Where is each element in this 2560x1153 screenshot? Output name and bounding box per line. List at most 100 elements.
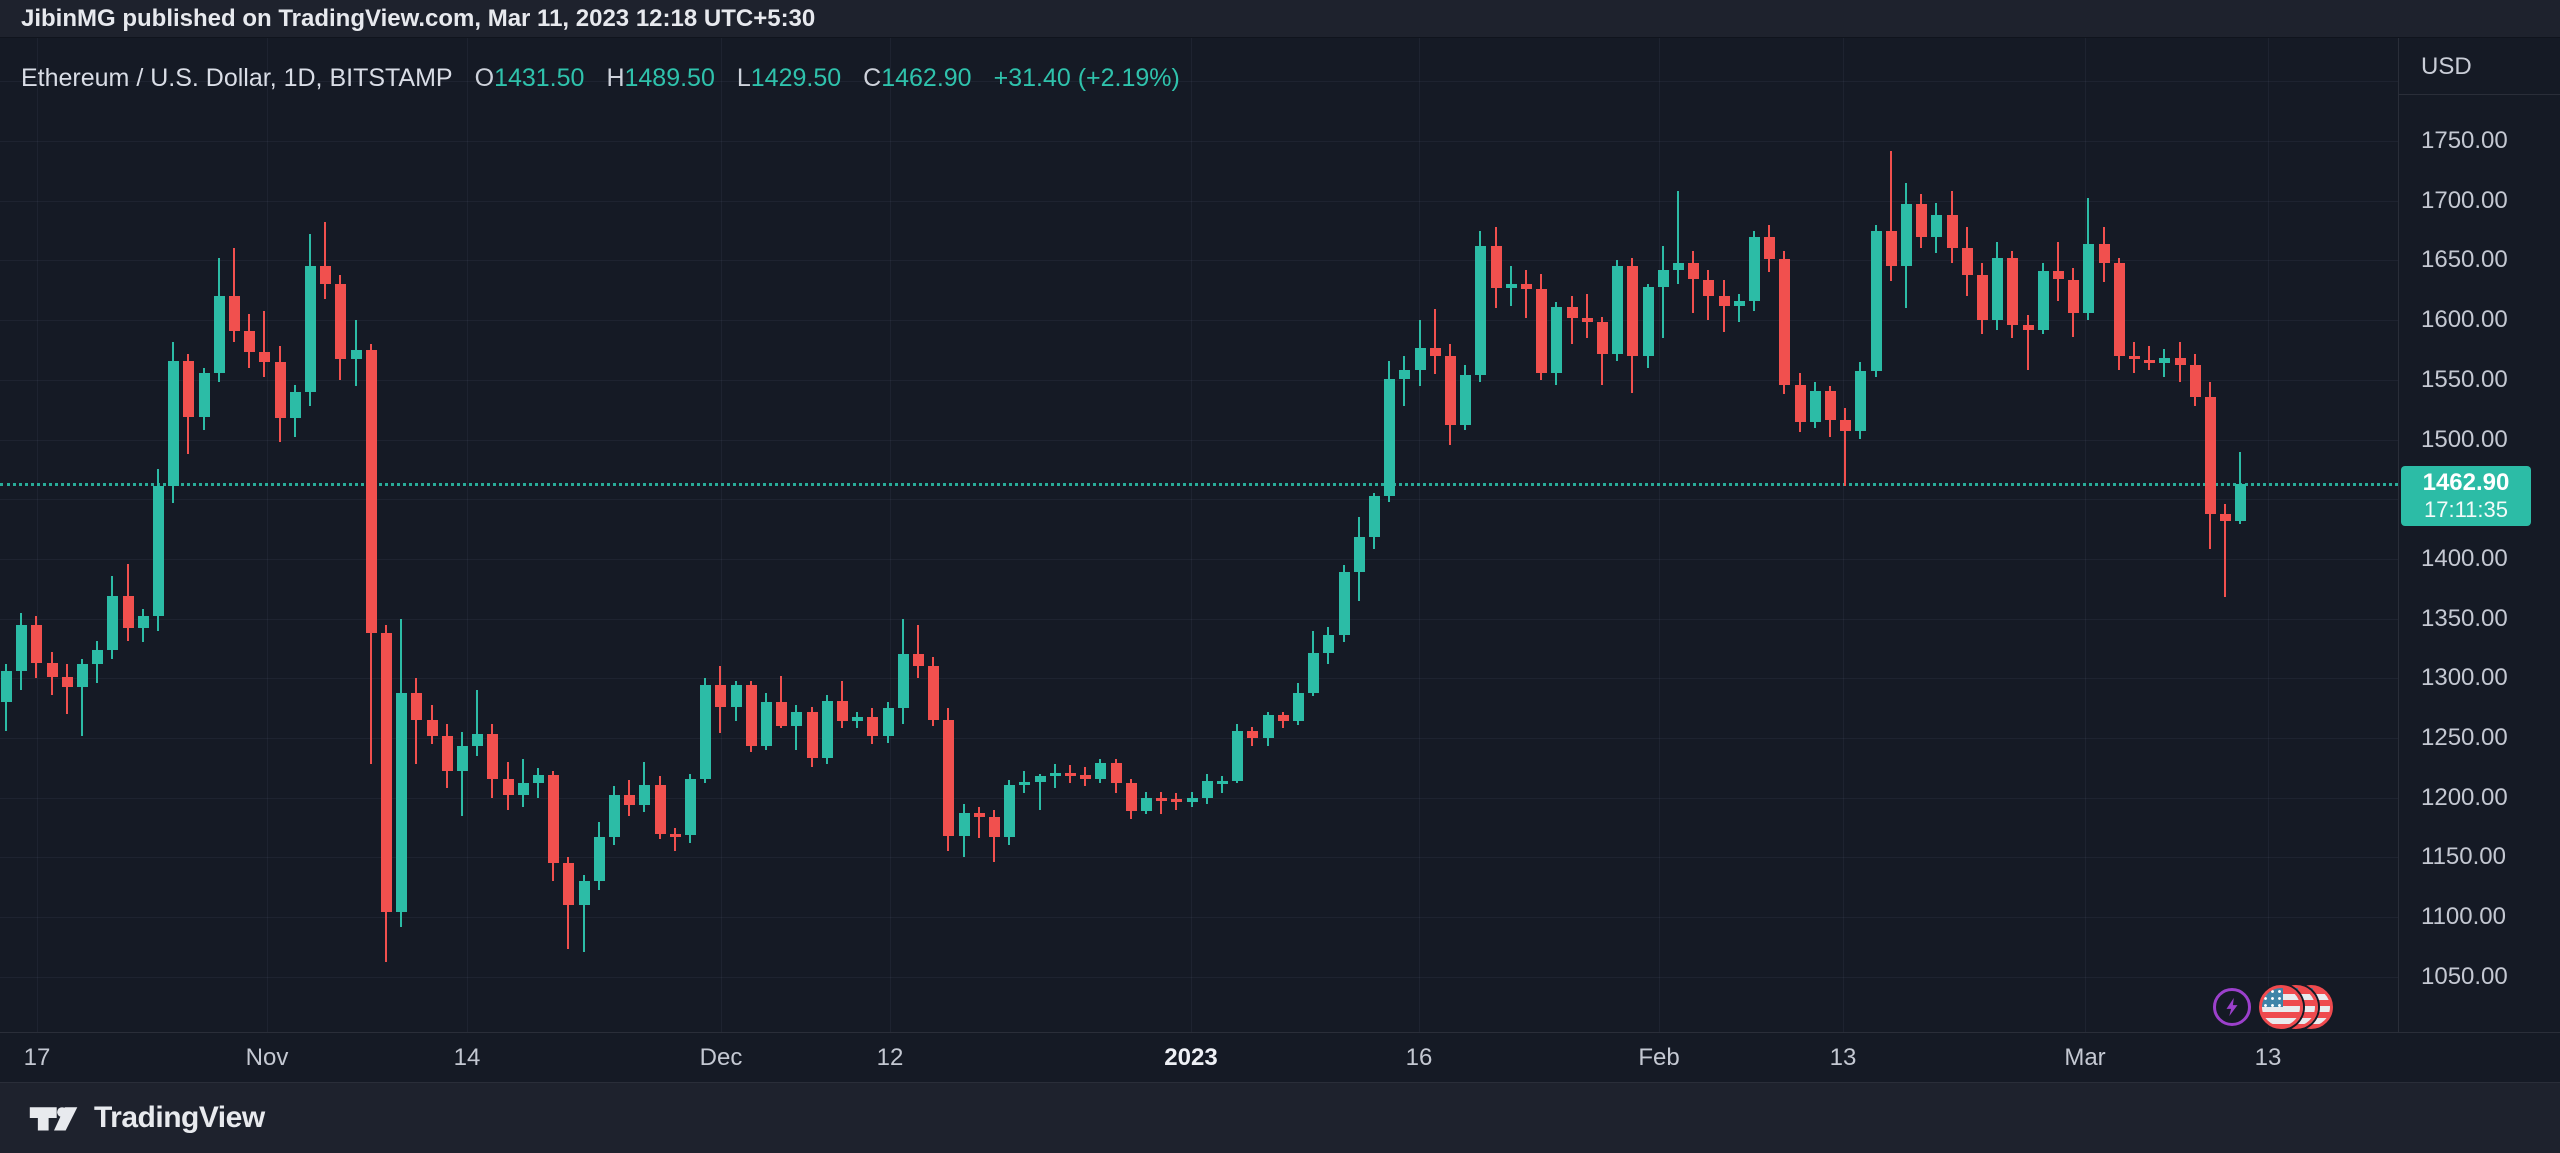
time-axis[interactable]: 17 Nov 14 Dec 12 2023 16 Feb 13 Mar 13: [0, 1032, 2560, 1082]
candle-body: [1490, 246, 1502, 288]
candle-body: [1536, 289, 1548, 373]
candle-body: [715, 685, 727, 707]
v-gridline: [721, 38, 722, 1032]
candle-wick: [2163, 348, 2166, 378]
price-axis-label[interactable]: 1550.00: [2421, 365, 2508, 393]
candle-body: [1445, 355, 1456, 426]
time-tick-label[interactable]: 14: [453, 1044, 481, 1071]
candle-wick: [795, 704, 798, 750]
symbol-legend[interactable]: Ethereum / U.S. Dollar, 1D, BITSTAMP O 14…: [21, 64, 1180, 93]
candle-body: [1171, 798, 1183, 803]
candle-body: [1095, 763, 1107, 779]
plot-area[interactable]: Ethereum / U.S. Dollar, 1D, BITSTAMP O 14…: [0, 38, 2398, 1032]
h-gridline: [0, 618, 2398, 620]
ohlc-item: C 1462.90: [863, 64, 971, 93]
v-gridline: [1843, 38, 1844, 1032]
candle-body: [1186, 797, 1198, 803]
candle-body: [1232, 730, 1244, 781]
h-gridline: [0, 558, 2398, 560]
h-gridline: [0, 379, 2398, 381]
candle-body: [958, 813, 970, 836]
time-tick-label[interactable]: 13: [1829, 1044, 1857, 1071]
time-tick-label[interactable]: Nov: [245, 1044, 289, 1071]
time-tick-label[interactable]: Feb: [1638, 1044, 1680, 1071]
candle-body: [2007, 258, 2019, 325]
price-axis-label[interactable]: 1500.00: [2421, 425, 2508, 453]
time-tick-label[interactable]: 16: [1405, 1044, 1433, 1071]
v-gridline: [267, 38, 268, 1032]
candle-body: [2037, 271, 2049, 330]
candle-body: [1916, 204, 1928, 237]
candle-wick: [917, 624, 919, 679]
price-axis-label[interactable]: 1600.00: [2421, 306, 2508, 334]
symbol-title[interactable]: Ethereum / U.S. Dollar, 1D, BITSTAMP: [21, 64, 453, 92]
candle-body: [107, 595, 119, 650]
time-tick-label[interactable]: 2023: [1164, 1044, 1218, 1071]
v-gridline: [890, 38, 891, 1032]
candle-wick: [673, 827, 676, 852]
candle-body: [1779, 259, 1791, 385]
h-gridline: [0, 976, 2398, 978]
price-axis-label[interactable]: 1250.00: [2421, 724, 2508, 751]
candle-body: [700, 685, 712, 779]
time-tick-label[interactable]: 12: [876, 1044, 904, 1071]
price-axis-label[interactable]: 1050.00: [2421, 962, 2508, 990]
candle-wick: [1692, 250, 1695, 313]
candle-wick: [263, 310, 266, 378]
price-axis-label[interactable]: 1650.00: [2421, 246, 2508, 274]
h-gridline: [0, 81, 2398, 83]
candle-body: [441, 735, 453, 772]
candle-body: [472, 734, 484, 747]
candle-body: [426, 720, 438, 736]
candle-body: [1688, 262, 1700, 280]
price-axis[interactable]: USD 1462.90 17:11:35 1750.00 1700.00 1650.…: [2398, 38, 2560, 1082]
ohlc-label: L: [736, 64, 751, 92]
candle-body: [1749, 236, 1760, 301]
ohlc-value: 1431.50: [494, 64, 585, 92]
candle-body: [821, 700, 833, 759]
current-price: 1462.90: [2422, 468, 2510, 496]
price-axis-label[interactable]: 1150.00: [2421, 843, 2506, 871]
candle-body: [806, 711, 818, 759]
candle-body: [1977, 274, 1988, 321]
candle-body: [16, 624, 28, 672]
candle-body: [1429, 347, 1441, 356]
time-tick-label[interactable]: Dec: [699, 1044, 743, 1071]
candle-body: [365, 349, 377, 633]
candle-wick: [1053, 764, 1056, 789]
ohlc-item: O 1431.50: [475, 64, 585, 93]
candle-body: [502, 778, 514, 796]
candle-body: [533, 775, 544, 784]
v-gridline: [37, 38, 38, 1032]
price-axis-label[interactable]: 1750.00: [2421, 127, 2508, 154]
price-axis-label[interactable]: 1350.00: [2421, 604, 2508, 632]
candle-body: [1505, 284, 1517, 288]
time-tick-label[interactable]: Mar: [2064, 1044, 2106, 1071]
candle-body: [335, 284, 347, 360]
candle-body: [639, 784, 651, 805]
current-price-line: [0, 482, 2398, 486]
candle-body: [1277, 715, 1289, 722]
ohlc-value: 1489.50: [624, 64, 715, 92]
time-tick-label[interactable]: 13: [2254, 1044, 2282, 1071]
price-axis-label[interactable]: 1300.00: [2421, 664, 2508, 692]
candle-body: [381, 632, 392, 913]
brand-name: TradingView: [94, 1101, 265, 1134]
h-gridline: [0, 499, 2398, 501]
time-tick-label[interactable]: 17: [23, 1044, 51, 1071]
h-gridline: [0, 439, 2398, 441]
footer-bar: TradingView: [0, 1082, 2560, 1153]
candle-body: [1460, 375, 1472, 426]
candle-body: [1612, 266, 1624, 354]
ohlc-item: H 1489.50: [606, 64, 714, 93]
h-gridline: [0, 738, 2398, 739]
price-axis-label[interactable]: 1200.00: [2421, 783, 2508, 811]
price-axis-label[interactable]: 1400.00: [2421, 544, 2508, 572]
candle-body: [92, 649, 104, 664]
v-gridline: [2268, 38, 2269, 1032]
candle-body: [1384, 378, 1396, 496]
price-axis-label[interactable]: 1700.00: [2421, 186, 2508, 214]
price-axis-label[interactable]: 1100.00: [2421, 903, 2506, 931]
candle-body: [1931, 215, 1943, 237]
